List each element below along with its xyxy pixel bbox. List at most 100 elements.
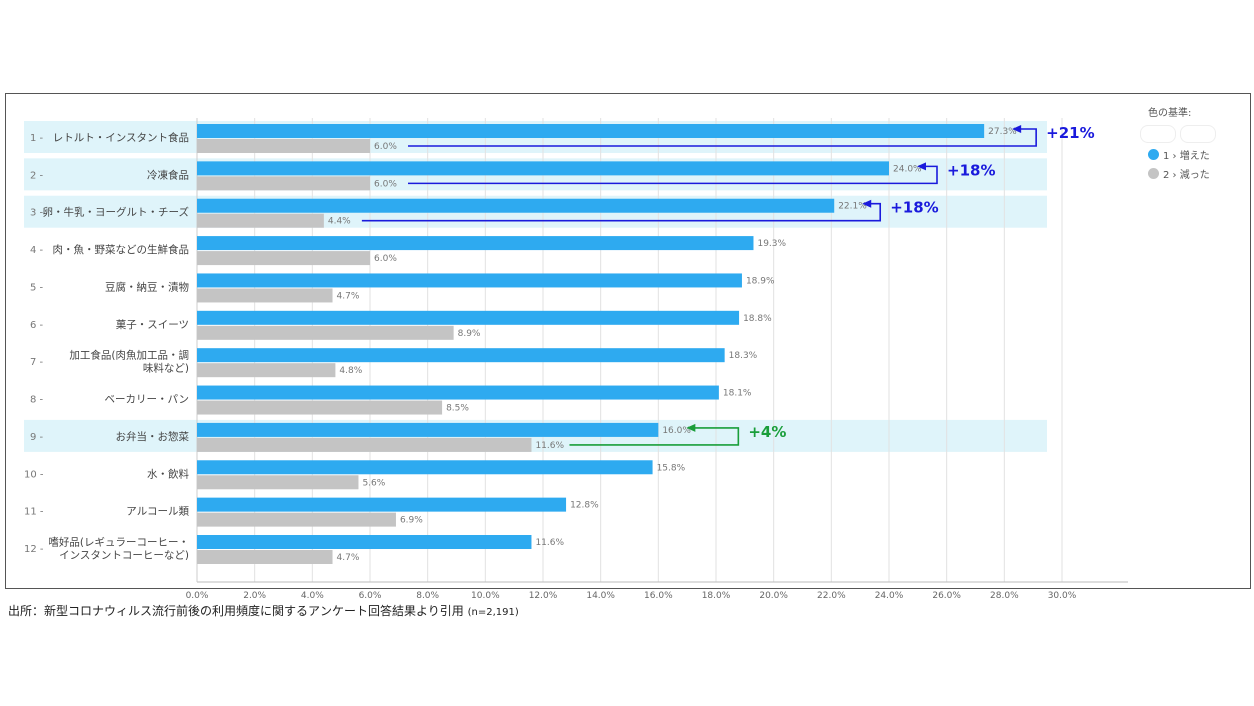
rank-label: 11 - [24, 507, 44, 518]
value-label: 6.0% [374, 142, 397, 152]
bar-increased [197, 198, 835, 213]
range-max[interactable] [1180, 125, 1216, 143]
category-label: 冷凍食品 [147, 168, 189, 181]
value-label: 4.8% [339, 366, 362, 376]
x-tick-label: 30.0% [1048, 591, 1077, 601]
value-label: 4.7% [337, 291, 360, 301]
legend-swatch-blue [1148, 149, 1159, 160]
value-label: 6.0% [374, 179, 397, 189]
value-label: 11.6% [535, 441, 564, 451]
category-label: 菓子・スイーツ [116, 319, 189, 331]
bar-increased [197, 124, 985, 138]
category-label: 嗜好品(レギュラーコーヒー・ [48, 537, 189, 549]
x-tick-label: 6.0% [359, 591, 382, 601]
sample-size: (n=2,191) [467, 607, 519, 618]
rank-label: 10 - [24, 469, 44, 480]
bracket-line [569, 427, 740, 446]
arrow-head-icon [686, 423, 696, 432]
legend-label: 2 › 減った [1163, 170, 1210, 181]
bar-decreased [197, 475, 359, 490]
value-label: 18.3% [729, 351, 758, 361]
rank-label: 5 - [30, 282, 44, 293]
value-label: 18.9% [746, 276, 775, 286]
bracket-line [408, 128, 1037, 147]
category-label: アルコール類 [126, 506, 189, 518]
value-label: 8.9% [458, 329, 481, 339]
legend: 色の基準: 1 › 増えた 2 › 減った [1140, 104, 1216, 181]
category-label: 味料など) [143, 362, 189, 375]
value-label: 4.4% [328, 217, 351, 227]
rank-label: 4 - [30, 245, 44, 256]
category-label: ベーカリー・パン [104, 394, 189, 406]
x-tick-label: 10.0% [471, 591, 500, 601]
category-label: 水・飲料 [147, 467, 189, 480]
bar-increased [197, 385, 719, 400]
legend-title: 色の基準: [1148, 108, 1192, 119]
bracket-line [408, 165, 938, 185]
value-label: 22.1% [838, 202, 867, 212]
bar-decreased [197, 400, 443, 415]
rank-label: 12 - [24, 544, 44, 555]
rank-label: 3 - [30, 208, 44, 219]
arrow-head-icon [862, 199, 872, 208]
value-label: 8.5% [446, 404, 469, 414]
bar-increased [197, 460, 653, 475]
category-label: 豆腐・納豆・漬物 [105, 280, 189, 293]
x-tick-label: 14.0% [586, 591, 615, 601]
value-label: 6.9% [400, 516, 423, 526]
legend-swatch-grey [1148, 168, 1159, 179]
range-min[interactable] [1140, 125, 1176, 143]
x-tick-label: 12.0% [529, 591, 558, 601]
bar-increased [197, 161, 889, 176]
legend-range-control[interactable] [1140, 125, 1216, 143]
rank-label: 8 - [30, 395, 44, 406]
bar-increased [197, 236, 754, 251]
bar-decreased [197, 363, 336, 378]
bar-increased [197, 497, 567, 512]
x-tick-label: 22.0% [817, 591, 846, 601]
rank-label: 2 - [30, 170, 44, 181]
category-label: 肉・魚・野菜などの生鮮食品 [53, 243, 190, 256]
bar-decreased [197, 512, 396, 527]
category-label: レトルト・インスタント食品 [53, 131, 189, 144]
category-label: 卵・牛乳・ヨーグルト・チーズ [43, 206, 189, 219]
bar-increased [197, 348, 725, 363]
source-caption: 出所：新型コロナウィルス流行前後の利用頻度に関するアンケート回答結果より引用 (… [8, 602, 519, 619]
x-tick-label: 26.0% [932, 591, 961, 601]
rank-label: 7 - [30, 357, 44, 368]
value-label: 19.3% [757, 239, 786, 249]
x-tick-label: 8.0% [416, 591, 439, 601]
legend-item-decreased[interactable]: 2 › 減った [1148, 166, 1216, 181]
bar-increased [197, 422, 659, 437]
difference-annotation: +21% [1046, 124, 1094, 142]
value-label: 24.0% [893, 164, 922, 174]
caption-text: 出所：新型コロナウィルス流行前後の利用頻度に関するアンケート回答結果より引用 [8, 604, 464, 618]
bar-decreased [197, 213, 324, 228]
value-label: 4.7% [337, 553, 360, 563]
rank-label: 1 - [30, 133, 44, 144]
legend-item-increased[interactable]: 1 › 増えた [1148, 147, 1216, 162]
value-label: 11.6% [535, 538, 564, 548]
category-label: インスタントコーヒーなど) [59, 550, 189, 562]
value-label: 27.3% [988, 127, 1017, 137]
value-label: 18.8% [743, 314, 772, 324]
value-label: 6.0% [374, 254, 397, 264]
bar-decreased [197, 176, 370, 191]
bracket-line [361, 202, 882, 222]
difference-annotation: +18% [947, 161, 995, 179]
difference-annotation: +4% [748, 423, 786, 441]
rank-label: 6 - [30, 320, 44, 331]
x-tick-label: 4.0% [301, 591, 324, 601]
arrow-head-icon [917, 162, 926, 171]
rank-label: 9 - [30, 432, 44, 443]
value-label: 15.8% [657, 463, 686, 473]
bar-decreased [197, 325, 454, 340]
bar-decreased [197, 437, 532, 452]
value-label: 5.6% [362, 478, 385, 488]
x-tick-label: 18.0% [702, 591, 731, 601]
bar-increased [197, 535, 532, 549]
category-label: 加工食品(肉魚加工品・調 [69, 349, 189, 362]
chart-frame [5, 93, 1251, 589]
bar-decreased [197, 139, 370, 153]
